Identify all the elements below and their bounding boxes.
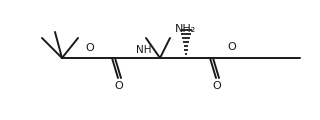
- Text: NH₂: NH₂: [175, 24, 196, 34]
- Text: O: O: [86, 43, 94, 53]
- Text: O: O: [115, 81, 124, 91]
- Text: O: O: [212, 81, 221, 91]
- Text: O: O: [228, 42, 236, 52]
- Text: NH: NH: [136, 45, 151, 55]
